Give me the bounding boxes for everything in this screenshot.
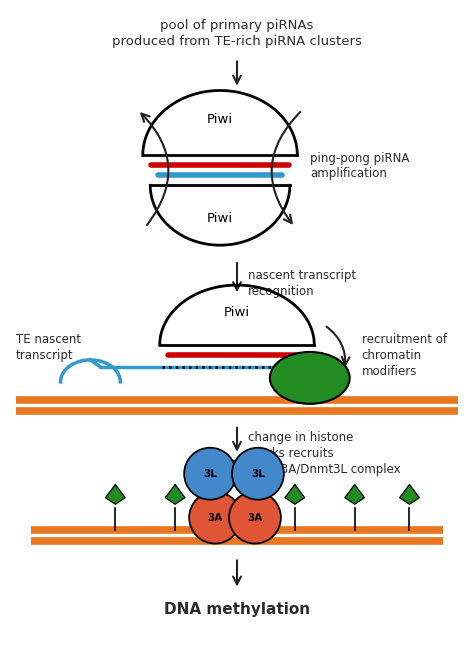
Text: recruitment of: recruitment of bbox=[362, 333, 447, 346]
Text: Piwi: Piwi bbox=[207, 212, 233, 225]
FancyArrowPatch shape bbox=[272, 112, 301, 223]
Text: pool of primary piRNAs: pool of primary piRNAs bbox=[160, 18, 314, 31]
FancyArrowPatch shape bbox=[327, 327, 349, 365]
Text: nascent transcript: nascent transcript bbox=[248, 269, 356, 282]
Ellipse shape bbox=[232, 448, 284, 500]
Text: transcript: transcript bbox=[16, 349, 73, 362]
Text: 3L: 3L bbox=[203, 469, 217, 479]
Text: ping-pong piRNA: ping-pong piRNA bbox=[310, 152, 409, 165]
Text: 3A: 3A bbox=[208, 513, 223, 523]
Text: amplification: amplification bbox=[310, 167, 387, 180]
Ellipse shape bbox=[189, 492, 241, 544]
Polygon shape bbox=[285, 485, 305, 504]
Text: produced from TE-rich piRNA clusters: produced from TE-rich piRNA clusters bbox=[112, 35, 362, 48]
Ellipse shape bbox=[270, 352, 350, 404]
Text: chromatin: chromatin bbox=[362, 349, 422, 362]
Ellipse shape bbox=[229, 492, 281, 544]
Text: modifiers: modifiers bbox=[362, 365, 417, 379]
Polygon shape bbox=[106, 485, 125, 504]
FancyArrowPatch shape bbox=[141, 113, 168, 225]
Polygon shape bbox=[400, 485, 419, 504]
Text: 3L: 3L bbox=[251, 469, 265, 479]
Text: recognition: recognition bbox=[248, 284, 315, 297]
Ellipse shape bbox=[184, 448, 236, 500]
Text: DNA methylation: DNA methylation bbox=[164, 602, 310, 617]
Text: Piwi: Piwi bbox=[224, 305, 250, 318]
Text: Piwi: Piwi bbox=[207, 113, 233, 126]
Polygon shape bbox=[224, 460, 244, 480]
Text: TE nascent: TE nascent bbox=[16, 333, 81, 346]
Text: Dnmt3A/Dnmt3L complex: Dnmt3A/Dnmt3L complex bbox=[248, 463, 401, 476]
Polygon shape bbox=[165, 485, 185, 504]
Text: change in histone: change in histone bbox=[248, 431, 353, 444]
Text: 3A: 3A bbox=[247, 513, 263, 523]
Text: marks recruits: marks recruits bbox=[248, 447, 334, 460]
Polygon shape bbox=[345, 485, 365, 504]
